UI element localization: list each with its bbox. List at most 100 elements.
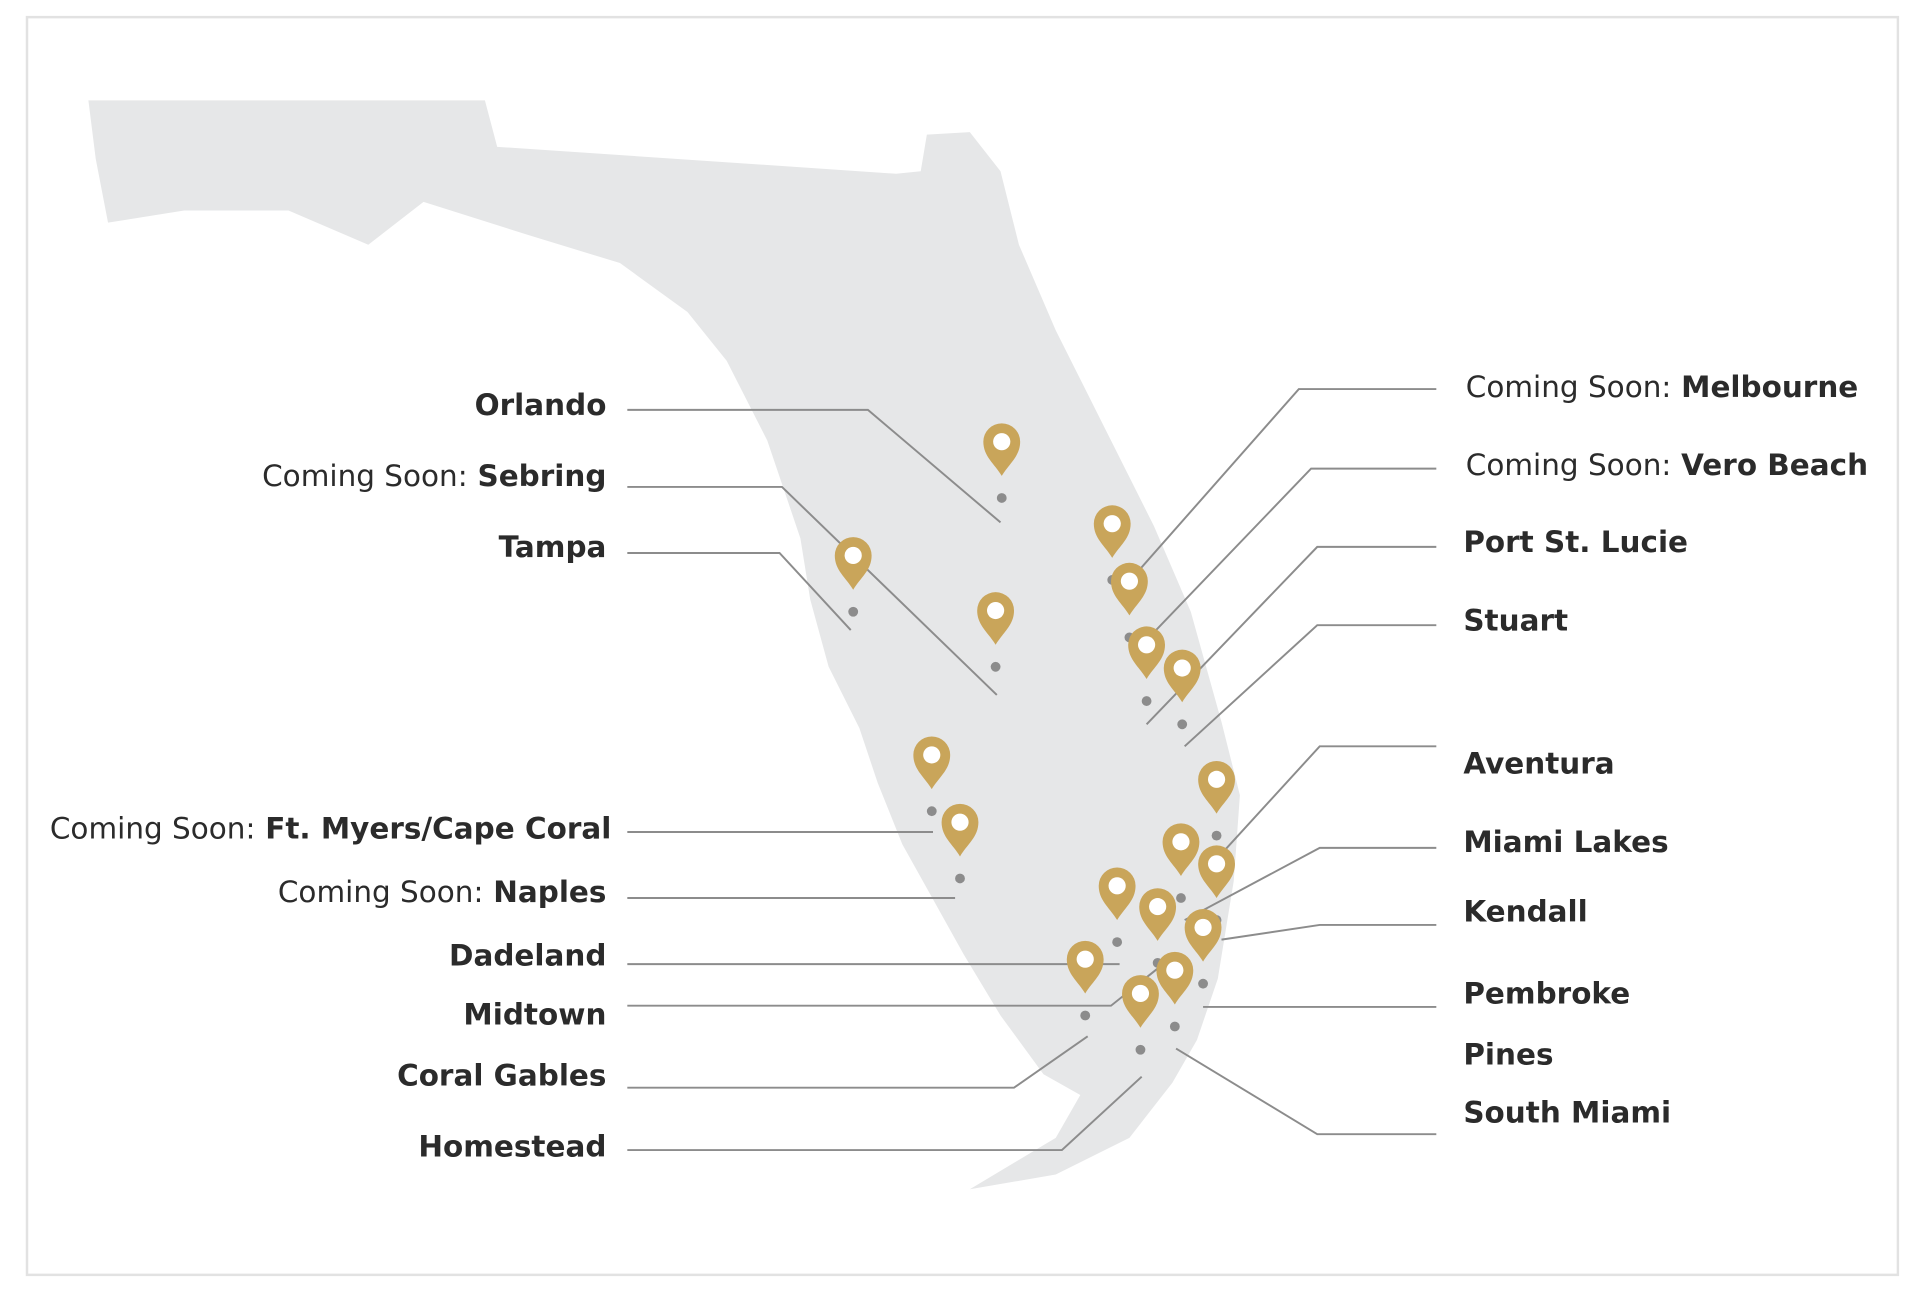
- status-text: Coming Soon:: [1466, 369, 1672, 403]
- location-pin: [1066, 940, 1104, 1021]
- location-name: Vero Beach: [1681, 448, 1868, 482]
- location-label: Tampa: [499, 530, 607, 564]
- location-label: Homestead: [418, 1129, 606, 1163]
- leader-line: [1218, 745, 1437, 858]
- pin-dot: [848, 606, 859, 617]
- pin-hole: [951, 813, 969, 831]
- pin-dot: [1211, 830, 1222, 841]
- location-pin: [913, 736, 951, 817]
- leader-line: [627, 485, 998, 696]
- location-label: Coming Soon: Naples: [278, 875, 607, 909]
- location-label: Coming Soon: Ft. Myers/Cape Coral: [50, 811, 611, 845]
- location-label: Pines: [1463, 1037, 1553, 1071]
- leader-line: [627, 1075, 1143, 1152]
- location-pin: [1139, 888, 1177, 968]
- pin-dot: [1176, 893, 1186, 903]
- location-pin: [1162, 823, 1200, 903]
- location-label: Coral Gables: [397, 1058, 606, 1092]
- pin-dot: [1177, 719, 1188, 730]
- location-pin: [834, 537, 872, 617]
- leader-line: [1145, 545, 1437, 725]
- location-name: Sebring: [477, 459, 606, 493]
- location-name: Port St. Lucie: [1463, 525, 1688, 559]
- leader-line: [627, 1035, 1089, 1089]
- location-label: Port St. Lucie: [1463, 525, 1688, 559]
- leader-line: [1175, 1047, 1437, 1136]
- status-text: Coming Soon:: [262, 459, 468, 493]
- pin-dot: [1135, 1044, 1146, 1055]
- location-label: Miami Lakes: [1463, 825, 1668, 859]
- pin-dot: [996, 493, 1007, 503]
- status-text: Coming Soon:: [278, 875, 484, 909]
- pin-dot: [1141, 696, 1152, 706]
- location-name: Naples: [493, 875, 606, 909]
- leader-line: [1183, 624, 1437, 748]
- leader-line: [1221, 923, 1437, 941]
- location-pin: [983, 423, 1021, 503]
- pin-hole: [1166, 961, 1184, 979]
- location-label: Kendall: [1463, 894, 1587, 928]
- location-name: Homestead: [418, 1129, 606, 1163]
- leader-line: [627, 552, 852, 631]
- location-label: Orlando: [475, 388, 607, 422]
- location-name: Dadeland: [449, 938, 606, 972]
- location-pin: [1122, 975, 1159, 1055]
- status-text: Coming Soon:: [50, 811, 256, 845]
- pin-hole: [1131, 984, 1150, 1003]
- location-pin: [1128, 626, 1166, 706]
- pin-hole: [1108, 877, 1126, 895]
- pin-hole: [1207, 855, 1226, 873]
- location-label: Midtown: [463, 997, 606, 1031]
- location-label: Stuart: [1463, 603, 1568, 637]
- location-pin: [1198, 761, 1235, 841]
- location-label: Dadeland: [449, 938, 606, 972]
- pin-hole: [987, 601, 1005, 620]
- location-label: South Miami: [1463, 1095, 1671, 1129]
- location-name: Orlando: [475, 388, 607, 422]
- location-name: Midtown: [463, 997, 606, 1031]
- location-label: Aventura: [1463, 746, 1614, 780]
- pin-dot: [1198, 978, 1208, 989]
- pin-dot: [990, 661, 1001, 672]
- pin-hole: [1120, 572, 1139, 590]
- location-pin: [1163, 649, 1201, 730]
- leader-line: [1128, 388, 1437, 582]
- location-pin: [1156, 951, 1194, 1032]
- pin-hole: [1207, 770, 1226, 788]
- pin-dot: [955, 873, 965, 884]
- location-label: Pembroke: [1463, 976, 1630, 1010]
- location-name: Tampa: [499, 530, 607, 564]
- location-name: Melbourne: [1681, 369, 1858, 403]
- status-text: Coming Soon:: [1466, 448, 1672, 482]
- location-name: Ft. Myers/Cape Coral: [265, 811, 611, 845]
- pin-dot: [1112, 937, 1123, 947]
- leader-line: [627, 408, 1002, 524]
- pin-hole: [993, 433, 1011, 451]
- pin-hole: [1138, 636, 1156, 654]
- location-pin: [1098, 867, 1136, 947]
- location-label: Coming Soon: Vero Beach: [1466, 448, 1868, 482]
- location-name: Aventura: [1463, 746, 1614, 780]
- pin-hole: [1172, 833, 1190, 851]
- leader-line: [1147, 467, 1437, 640]
- location-name: Stuart: [1463, 603, 1568, 637]
- pin-hole: [1194, 918, 1212, 936]
- location-name: Kendall: [1463, 894, 1587, 928]
- location-name: Coral Gables: [397, 1058, 606, 1092]
- location-label: Coming Soon: Melbourne: [1466, 369, 1859, 403]
- florida-shape: [88, 100, 1240, 1190]
- pin-hole: [844, 546, 862, 565]
- pin-hole: [1149, 898, 1167, 916]
- location-name: Pembroke: [1463, 976, 1630, 1010]
- location-pin: [977, 592, 1015, 672]
- location-name: South Miami: [1463, 1095, 1671, 1129]
- location-pin: [1184, 909, 1222, 989]
- location-label: Coming Soon: Sebring: [262, 459, 606, 493]
- leader-line: [1184, 846, 1437, 921]
- pin-hole: [1103, 515, 1121, 533]
- pin-hole: [1173, 659, 1191, 677]
- pin-dot: [926, 806, 937, 817]
- pin-dot: [1080, 1010, 1091, 1021]
